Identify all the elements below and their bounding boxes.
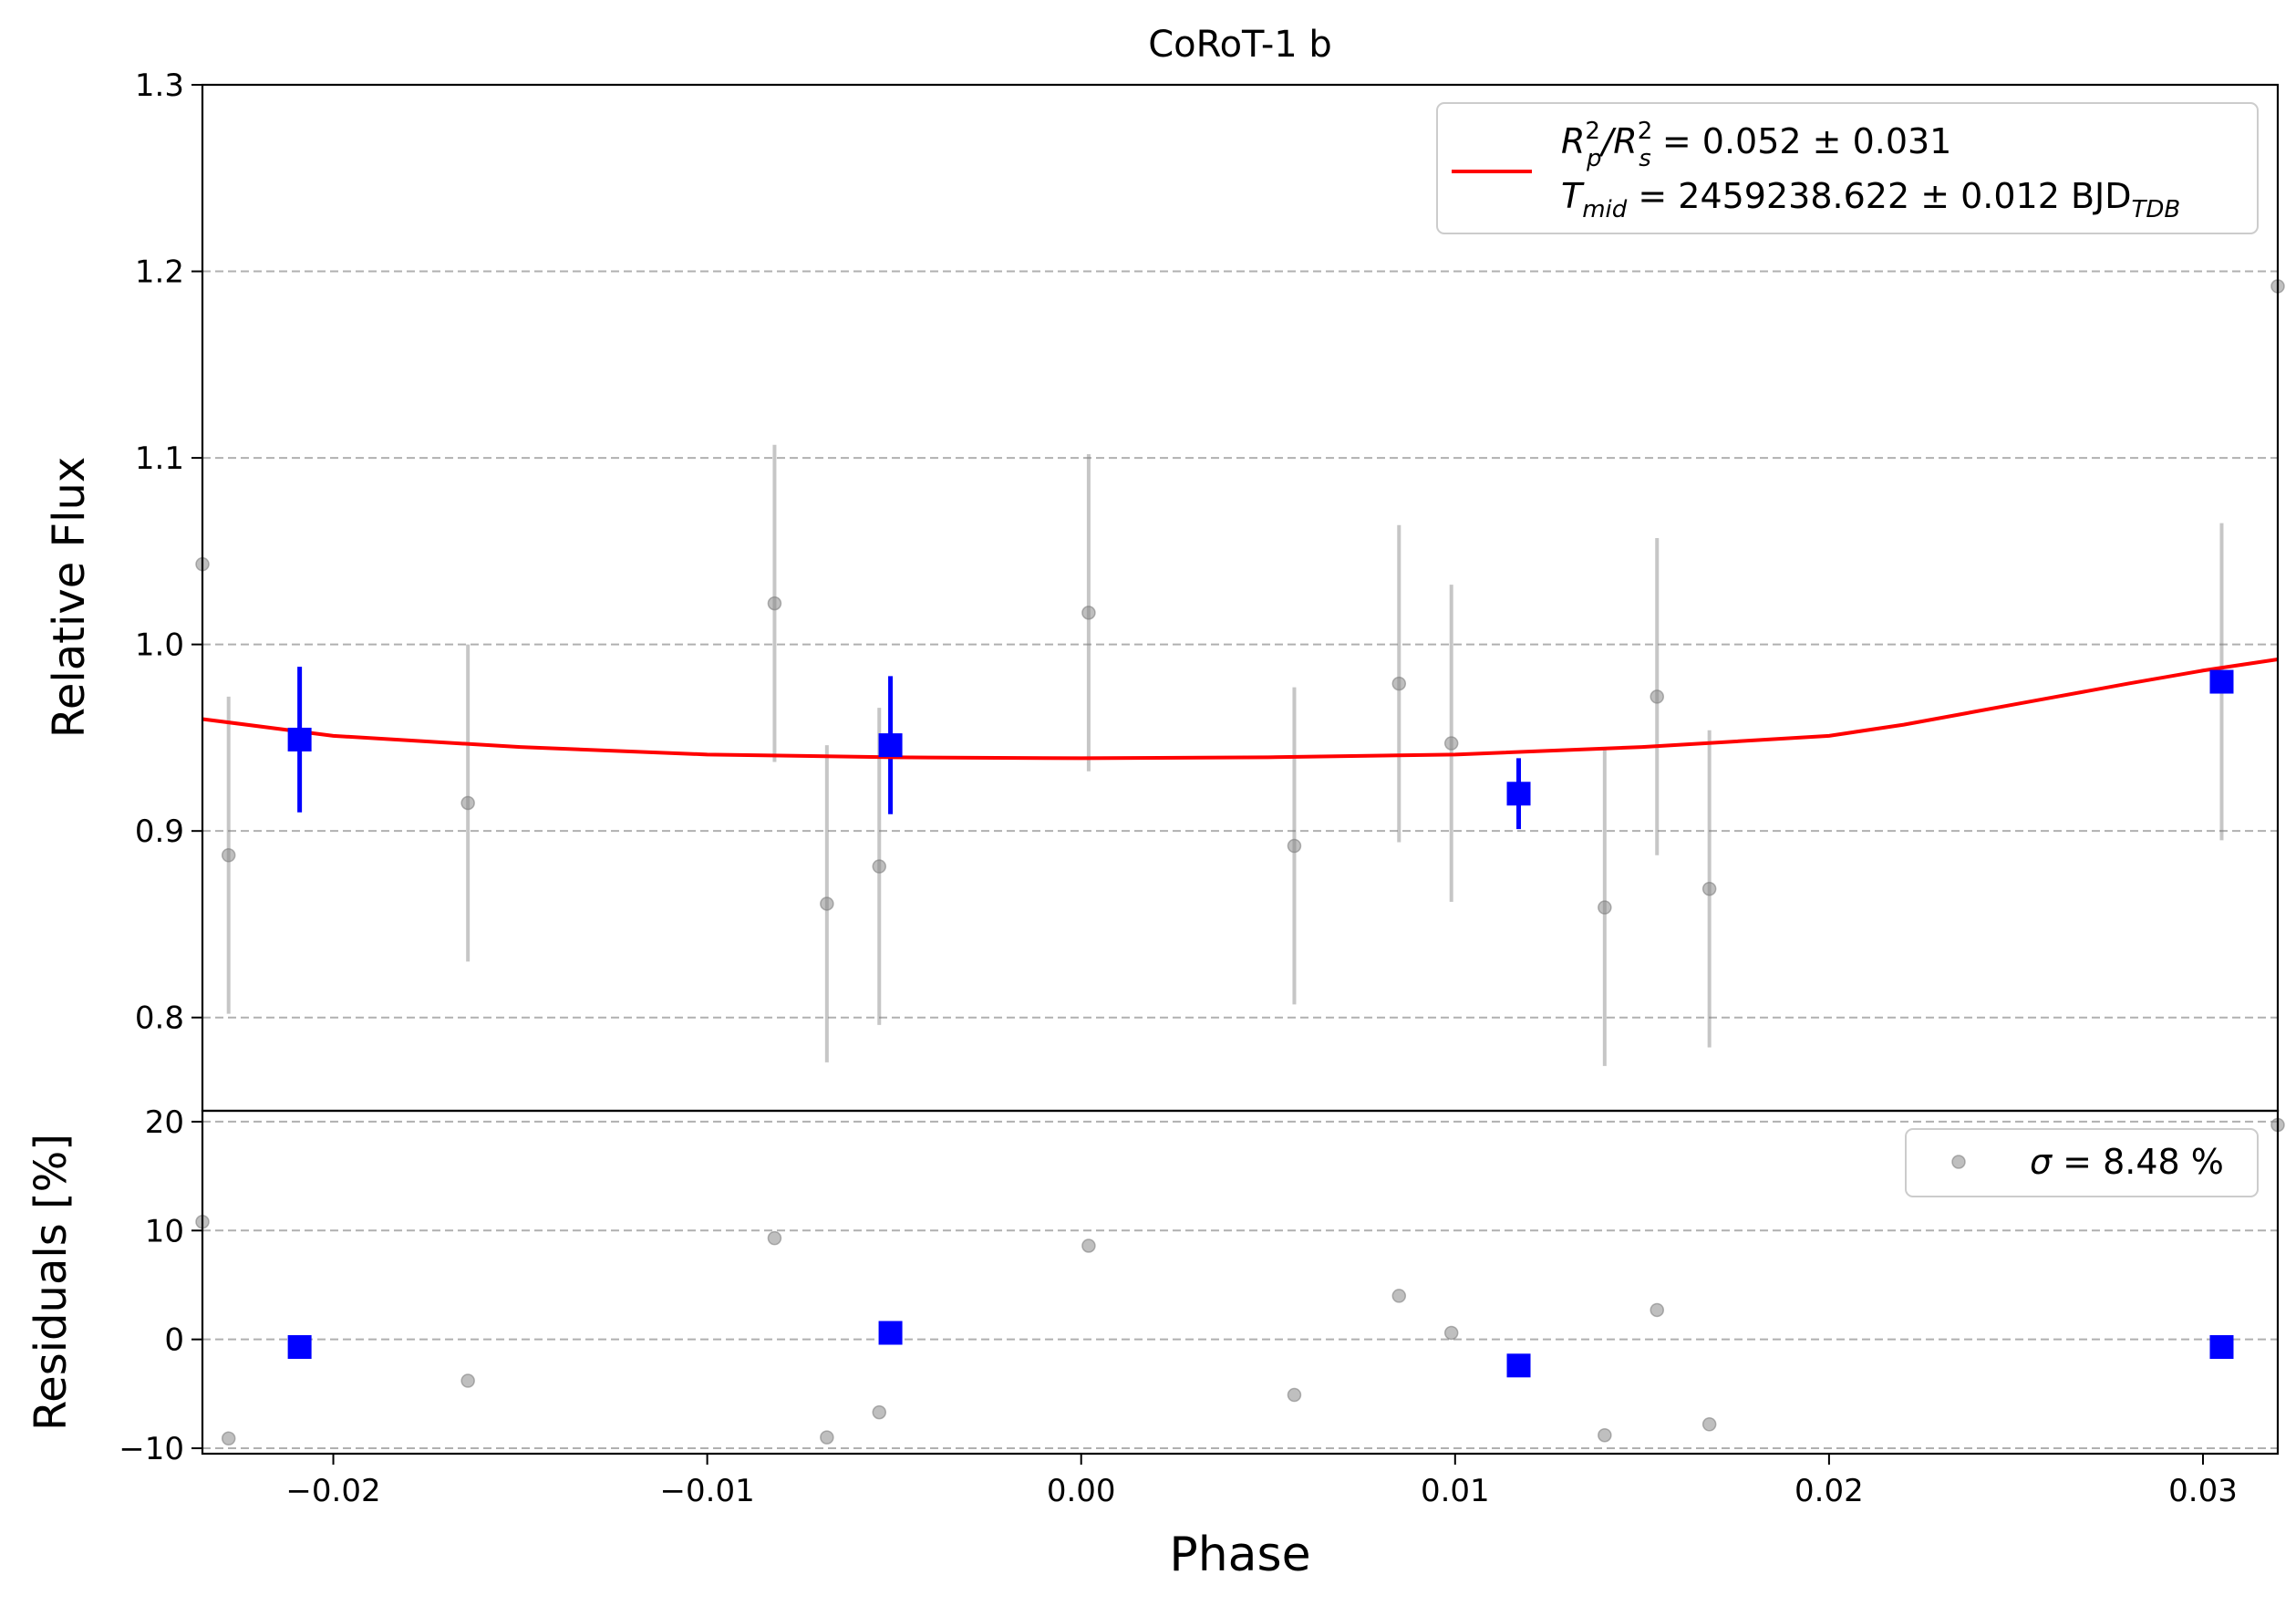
x-tick-label: −0.02 [285,1473,380,1509]
residual-y-tick-label: −10 [119,1431,184,1467]
x-tick-label: 0.02 [1794,1473,1864,1509]
residual-raw-point [221,1431,236,1446]
flux-raw-point [1081,606,1096,620]
flux-legend-radius-ratio: R2 p/R2 s = 0.052 ± 0.031 [1561,118,1951,172]
residual-y-ticks: −10 0 10 20 [119,1104,202,1467]
residual-y-tick-label: 20 [145,1104,184,1141]
residual-raw-point [1391,1289,1407,1303]
residual-binned-points [287,1321,2234,1378]
residual-legend-sigma: σ = 8.48 % [2030,1142,2224,1182]
flux-legend-box [1436,102,2259,234]
x-tick-label: 0.01 [1421,1473,1490,1509]
residual-raw-point [460,1373,475,1388]
residual-legend-marker [1951,1155,1966,1169]
x-tick-label: 0.00 [1047,1473,1116,1509]
flux-model-group [202,658,2279,761]
flux-raw-point [1443,736,1459,751]
residual-y-axis-label: Residuals [%] [26,1134,77,1431]
residual-legend-box [1905,1128,2259,1197]
residual-raw-point [1287,1387,1302,1403]
x-axis-ticks: −0.02 −0.01 0.00 0.01 0.02 0.03 [285,1454,2238,1509]
flux-y-ticks: 0.8 0.9 1.0 1.1 1.2 1.3 [135,67,202,1037]
flux-raw-point [1701,881,1717,896]
flux-y-tick-label: 0.9 [135,813,184,850]
flux-y-axis-label: Relative Flux [44,457,95,739]
flux-raw-point [460,795,475,811]
residual-raw-point [1598,1427,1612,1443]
flux-raw-point [1287,838,1302,854]
flux-legend: R2 p/R2 s = 0.052 ± 0.031 Tmid = 2459238.6… [1436,102,2259,234]
flux-raw-point [767,596,782,611]
flux-y-tick-label: 0.8 [135,1000,184,1037]
flux-y-tick-label: 1.2 [135,254,184,291]
flux-raw-point [872,859,887,874]
residual-binned-point [287,1335,312,1360]
flux-binned-points [287,669,2234,806]
residual-binned-point [878,1321,903,1345]
residual-axes-frame [201,1109,2280,1456]
flux-binned-point [287,727,312,751]
flux-binned-point [1506,782,1531,806]
flux-raw-point [221,848,236,863]
flux-raw-point [1598,900,1612,915]
flux-binned-point [2209,669,2234,694]
residual-raw-point [872,1404,887,1420]
residual-gridlines [202,1120,2278,1450]
flux-legend-tmid: Tmid = 2459238.622 ± 0.012 BJDTDB [1561,176,2180,223]
flux-raw-point [1650,689,1665,704]
residual-y-tick-label: 0 [164,1322,184,1359]
flux-binned-point [878,733,903,758]
residual-raw-point [1443,1325,1459,1341]
residual-raw-point [767,1230,782,1246]
residual-legend: σ = 8.48 % [1905,1128,2259,1197]
chart-title: CoRoT-1 b [1148,24,1332,66]
residual-binned-point [1506,1353,1531,1378]
residual-raw-point [1701,1417,1717,1432]
flux-model-line [202,658,2279,761]
residual-raw-point [1081,1238,1096,1253]
flux-y-tick-label: 1.1 [135,440,184,477]
flux-y-tick-label: 1.0 [135,627,184,664]
residual-raw-point [1650,1302,1665,1318]
residual-y-tick-label: 10 [145,1213,184,1249]
flux-raw-point [1391,676,1407,691]
x-tick-label: −0.01 [660,1473,755,1509]
flux-y-tick-label: 1.3 [135,67,184,104]
flux-raw-points [195,279,2285,915]
residual-raw-point [820,1430,834,1445]
x-tick-label: 0.03 [2168,1473,2238,1509]
flux-raw-point [820,896,834,911]
x-axis-label: Phase [1169,1528,1310,1582]
residual-binned-point [2209,1335,2234,1360]
